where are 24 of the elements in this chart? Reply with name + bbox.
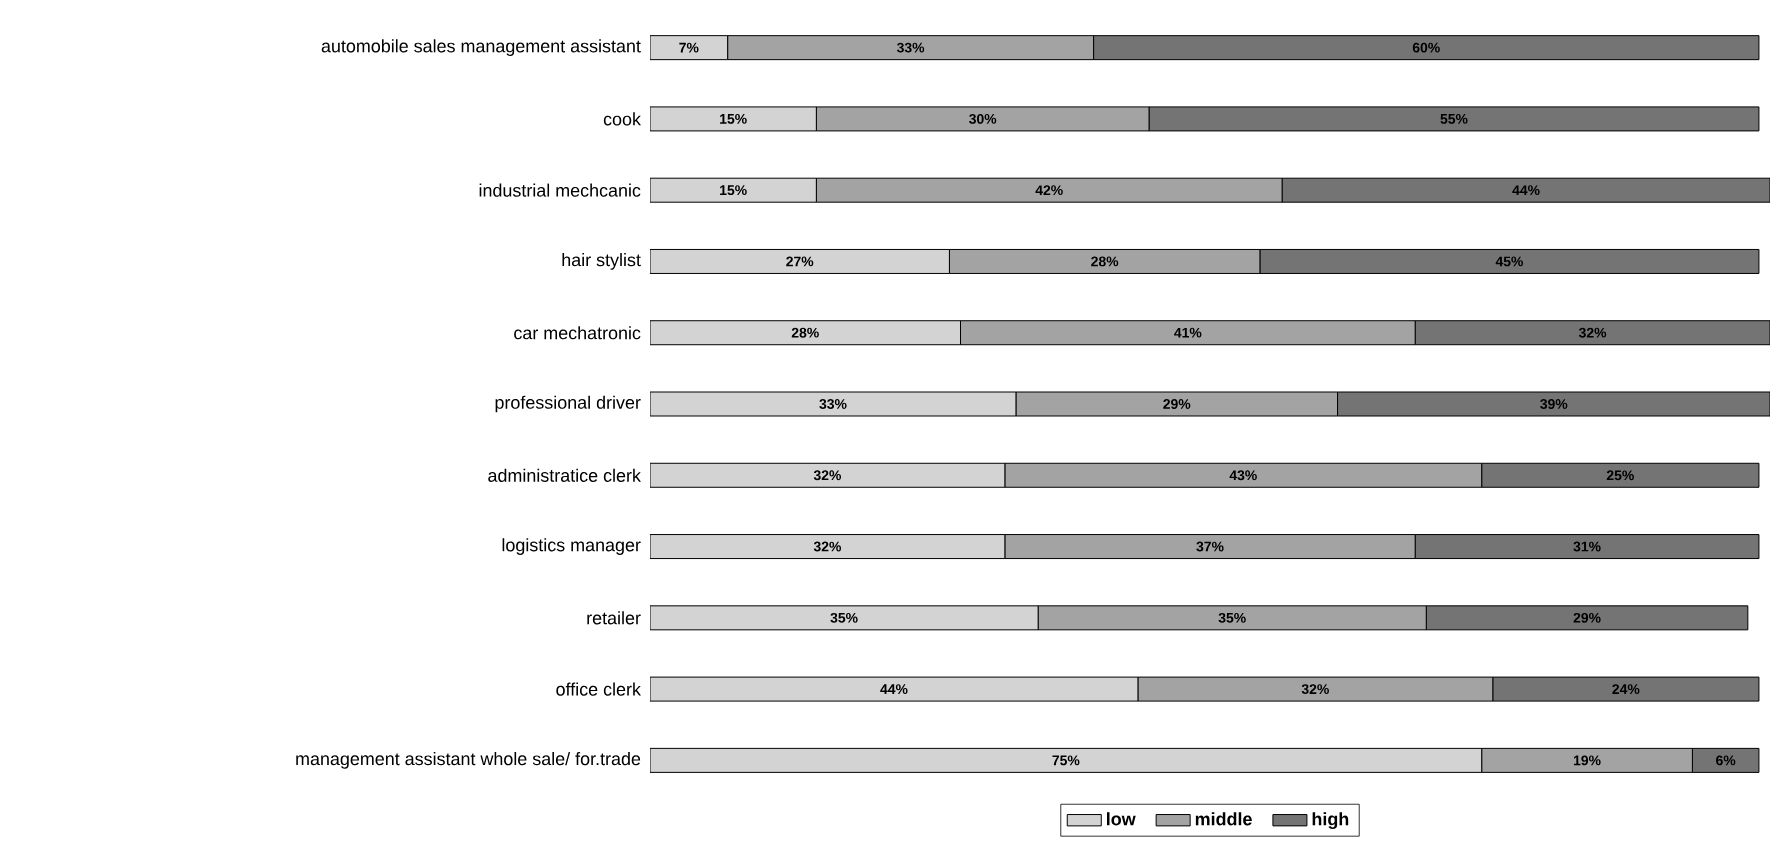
y-tick-label: management assistant whole sale/ for.trade: [296, 752, 641, 769]
bar: [650, 35, 729, 61]
y-tick-label: industrial mechcanic: [479, 183, 641, 197]
bar: [650, 534, 1006, 560]
bar: [650, 605, 1039, 631]
legend-label: high: [1312, 812, 1349, 830]
bar: [650, 248, 950, 274]
y-tick-label: cook: [603, 112, 641, 126]
bar: [650, 391, 1017, 417]
y-tick-label: hair stylist: [562, 253, 641, 270]
y-tick-label: office clerk: [556, 682, 641, 696]
bar: [650, 462, 1006, 488]
y-tick-label: automobile sales management assistant: [321, 39, 641, 56]
legend-label: low: [1107, 812, 1136, 826]
y-tick-label: logistics manager: [502, 538, 641, 555]
y-tick-label: professional driver: [495, 395, 641, 413]
y-tick-label: car mechatronic: [514, 326, 641, 340]
bar: [650, 177, 817, 203]
bar: [650, 747, 1483, 773]
y-tick-label: retailer: [587, 611, 641, 625]
legend-label: middle: [1195, 812, 1252, 826]
y-tick-label: administratice clerk: [488, 468, 641, 482]
bar: [650, 320, 961, 346]
bar: [650, 676, 1139, 702]
